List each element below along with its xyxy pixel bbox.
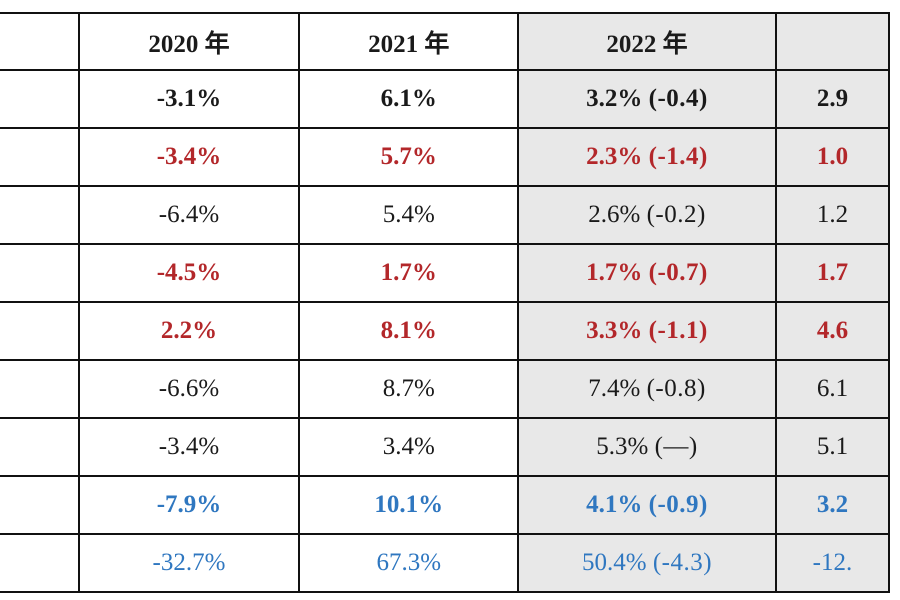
row-label-cell: [0, 301, 80, 361]
header-label-cell: [0, 12, 80, 71]
cell-2023: 1.2: [774, 185, 891, 245]
change-2022: (-1.4): [648, 143, 708, 170]
header-2021: 2021 年: [298, 12, 520, 71]
change-2022: (-0.2): [646, 201, 706, 228]
change-2022: (-0.8): [646, 375, 706, 402]
forecast-table: 2020 年 2021 年 2022 年 -3.1% 6.1% 3.2% (-0.4…: [0, 12, 891, 593]
cell-2021: 10.1%: [298, 475, 520, 535]
table-row: -4.5% 1.7% 1.7% (-0.7) 1.7: [0, 243, 891, 303]
table-row: -3.1% 6.1% 3.2% (-0.4) 2.9: [0, 69, 891, 129]
cell-2022: 50.4% (-4.3): [517, 533, 777, 593]
table-body: -3.1% 6.1% 3.2% (-0.4) 2.9 -3.4% 5.7% 2.3% (-1…: [0, 69, 891, 593]
header-row: 2020 年 2021 年 2022 年: [0, 12, 891, 71]
cell-2021: 8.1%: [298, 301, 520, 361]
value-2022: 7.4%: [588, 375, 641, 402]
cell-2020: -6.6%: [77, 359, 301, 419]
cell-2020: -3.1%: [77, 69, 301, 129]
cell-2021: 5.4%: [298, 185, 520, 245]
value-2022: 3.3%: [586, 317, 643, 344]
cell-2022: 7.4% (-0.8): [517, 359, 777, 419]
cell-2021: 8.7%: [298, 359, 520, 419]
table-row: -3.4% 3.4% 5.3% (—) 5.1: [0, 417, 891, 477]
cell-2022: 2.3% (-1.4): [517, 127, 777, 187]
value-2022: 3.2%: [586, 85, 643, 112]
row-label-cell: [0, 417, 80, 477]
row-label-cell: [0, 475, 80, 535]
value-2022: 2.6%: [588, 201, 641, 228]
cell-2023: -12.: [774, 533, 891, 593]
value-2022: 4.1%: [586, 491, 643, 518]
cell-2022: 2.6% (-0.2): [517, 185, 777, 245]
cell-2020: -6.4%: [77, 185, 301, 245]
table-row: -6.6% 8.7% 7.4% (-0.8) 6.1: [0, 359, 891, 419]
cell-2020: 2.2%: [77, 301, 301, 361]
cell-2022: 3.3% (-1.1): [517, 301, 777, 361]
cell-2021: 1.7%: [298, 243, 520, 303]
cell-2023: 2.9: [774, 69, 891, 129]
header-2023: [774, 12, 891, 71]
header-2020: 2020 年: [77, 12, 301, 71]
change-2022: (-4.3): [652, 549, 713, 576]
row-label-cell: [0, 359, 80, 419]
cell-2023: 1.7: [774, 243, 891, 303]
cell-2022: 4.1% (-0.9): [517, 475, 777, 535]
cell-2023: 3.2: [774, 475, 891, 535]
cell-2023: 1.0: [774, 127, 891, 187]
cell-2023: 5.1: [774, 417, 891, 477]
cell-2020: -4.5%: [77, 243, 301, 303]
cell-2020: -32.7%: [77, 533, 301, 593]
table-row: 2.2% 8.1% 3.3% (-1.1) 4.6: [0, 301, 891, 361]
change-2022: (-0.4): [648, 85, 708, 112]
row-label-cell: [0, 185, 80, 245]
cell-2021: 3.4%: [298, 417, 520, 477]
table-row: -6.4% 5.4% 2.6% (-0.2) 1.2: [0, 185, 891, 245]
cell-2023: 4.6: [774, 301, 891, 361]
change-2022: (-1.1): [648, 317, 708, 344]
row-label-cell: [0, 533, 80, 593]
row-label-cell: [0, 69, 80, 129]
value-2022: 1.7%: [586, 259, 643, 286]
cell-2023: 6.1: [774, 359, 891, 419]
table-row: -32.7% 67.3% 50.4% (-4.3) -12.: [0, 533, 891, 593]
cell-2020: -7.9%: [77, 475, 301, 535]
value-2022: 5.3%: [596, 433, 649, 460]
table-row: -7.9% 10.1% 4.1% (-0.9) 3.2: [0, 475, 891, 535]
cell-2021: 67.3%: [298, 533, 520, 593]
table-row: -3.4% 5.7% 2.3% (-1.4) 1.0: [0, 127, 891, 187]
row-label-cell: [0, 243, 80, 303]
cell-2022: 1.7% (-0.7): [517, 243, 777, 303]
cell-2021: 5.7%: [298, 127, 520, 187]
cell-2021: 6.1%: [298, 69, 520, 129]
cell-2020: -3.4%: [77, 417, 301, 477]
value-2022: 50.4%: [582, 549, 647, 576]
cell-2022: 5.3% (—): [517, 417, 777, 477]
cell-2020: -3.4%: [77, 127, 301, 187]
row-label-cell: [0, 127, 80, 187]
change-2022: (-0.7): [648, 259, 708, 286]
cell-2022: 3.2% (-0.4): [517, 69, 777, 129]
header-2022: 2022 年: [517, 12, 777, 71]
change-2022: (-0.9): [648, 491, 708, 518]
change-2022: (—): [654, 433, 698, 460]
value-2022: 2.3%: [586, 143, 643, 170]
